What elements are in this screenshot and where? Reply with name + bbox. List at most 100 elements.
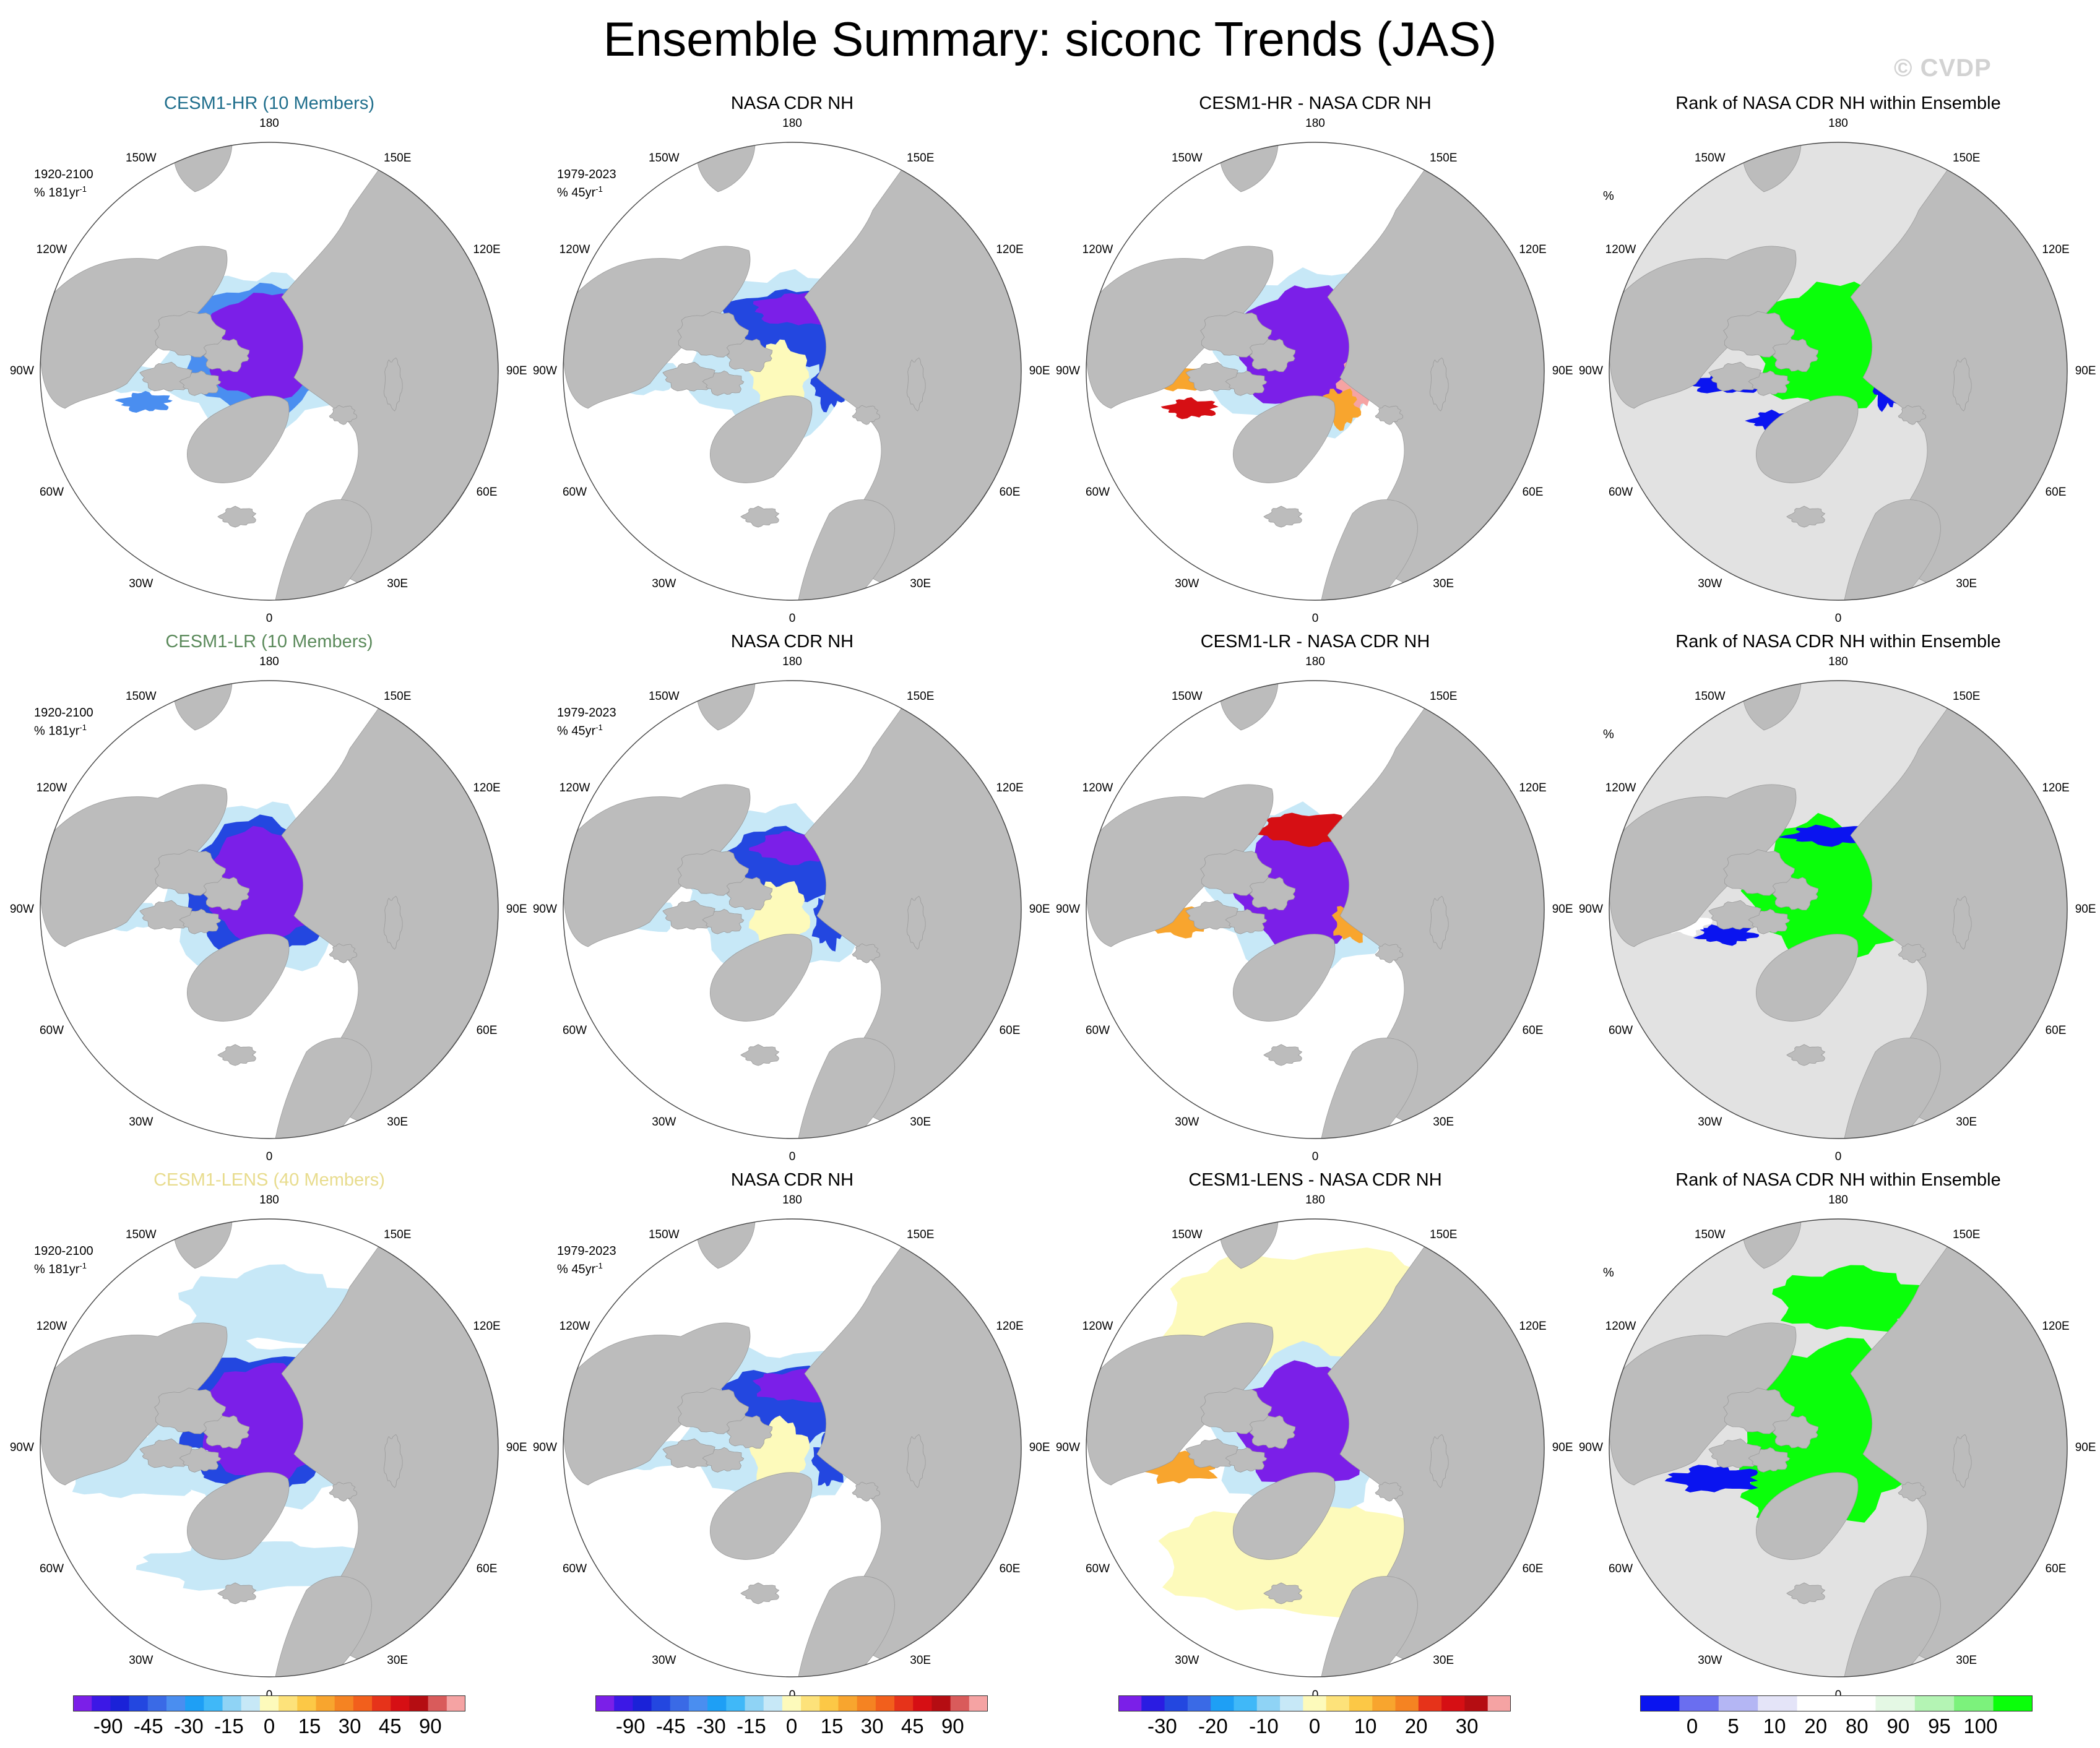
panel-note-line1: 1920-2100 — [34, 706, 93, 720]
land-mass — [1748, 908, 1791, 934]
colorbar-swatch — [391, 1695, 410, 1711]
map-border — [40, 680, 499, 1139]
colorbar-swatch — [334, 1695, 354, 1711]
longitude-label: 0 — [789, 1150, 796, 1163]
longitude-label: 30E — [910, 577, 931, 591]
colorbar-swatch — [1187, 1695, 1211, 1711]
longitude-label: 30W — [1175, 1654, 1199, 1668]
longitude-label: 30W — [652, 1116, 676, 1129]
longitude-label: 60E — [999, 1562, 1021, 1576]
longitude-label: 90E — [2075, 903, 2096, 916]
colorbar-swatch — [1118, 1695, 1142, 1711]
longitude-label: 150E — [907, 151, 935, 165]
longitude-label: 120E — [473, 1319, 501, 1333]
colorbar-swatch — [763, 1695, 783, 1711]
colorbar-label: 0 — [1686, 1715, 1698, 1737]
longitude-label: 150W — [1694, 151, 1726, 165]
longitude-label: 180 — [259, 655, 279, 669]
polar-map — [1609, 1218, 2068, 1677]
longitude-label: 60E — [1522, 1024, 1544, 1038]
land-mass — [1375, 943, 1404, 963]
colorbar-swatch — [1640, 1695, 1680, 1711]
colorbar-label: 80 — [1845, 1715, 1869, 1737]
page-title: Ensemble Summary: siconc Trends (JAS) — [603, 12, 1497, 66]
longitude-label: 30E — [1433, 1116, 1454, 1129]
colorbar-label: 30 — [860, 1715, 884, 1737]
colorbar-label: 0 — [263, 1715, 275, 1737]
panel-note: 1979-2023% 45yr-1 — [557, 1244, 616, 1277]
longitude-label: 90E — [2075, 364, 2096, 377]
panel-note-units: % 181yr — [34, 724, 80, 738]
panel-note: 1920-2100% 181yr-1 — [34, 1244, 93, 1277]
panel-note-line2: % 181yr-1 — [34, 182, 93, 200]
land-mass — [1772, 877, 1819, 911]
land-mass — [1786, 1044, 1826, 1066]
longitude-label: 0 — [1311, 1688, 1319, 1702]
panel-title: Rank of NASA CDR NH within Ensemble — [1675, 1170, 2001, 1190]
panel-note-line1: 1979-2023 — [557, 168, 616, 181]
panel-note-line2: % 181yr-1 — [34, 1259, 93, 1277]
panel-title: Rank of NASA CDR NH within Ensemble — [1675, 632, 2001, 652]
colorbar-label: -20 — [1198, 1715, 1228, 1737]
panel-note-line1: % — [1603, 1266, 1614, 1280]
colorbar-swatch — [1679, 1695, 1719, 1711]
longitude-label: 90W — [1578, 903, 1603, 916]
map-border — [40, 1218, 499, 1677]
colorbar-swatch — [838, 1695, 858, 1711]
colorbar-label: -10 — [1249, 1715, 1279, 1737]
land-mass — [740, 1582, 780, 1604]
polar-map — [1086, 680, 1545, 1139]
longitude-label: 90W — [9, 903, 34, 916]
panel-title: Rank of NASA CDR NH within Ensemble — [1675, 93, 2001, 113]
land-mass — [275, 499, 372, 600]
longitude-label: 120E — [2042, 781, 2070, 794]
land-mass — [275, 1038, 372, 1139]
land-mass — [179, 370, 222, 396]
colorbar-swatch — [950, 1695, 970, 1711]
longitude-label: 60W — [39, 1024, 64, 1038]
land-mass — [179, 908, 222, 934]
longitude-label: 0 — [1311, 1150, 1319, 1163]
land-mass — [1249, 338, 1296, 372]
colorbar-label: 5 — [1727, 1715, 1739, 1737]
colorbar-swatch — [819, 1695, 839, 1711]
colorbar-label: -30 — [173, 1715, 204, 1737]
land-mass — [726, 877, 773, 911]
land-mass — [329, 943, 358, 963]
longitude-label: 0 — [1834, 1150, 1842, 1163]
longitude-label: 120W — [36, 243, 67, 256]
watermark: © CVDP — [1894, 54, 1992, 82]
panel-note-units: % 45yr — [557, 1262, 596, 1277]
colorbar-swatch — [372, 1695, 391, 1711]
panel-note: 1979-2023% 45yr-1 — [557, 167, 616, 200]
panel-note-line1: 1920-2100 — [34, 168, 93, 181]
map-border — [563, 680, 1022, 1139]
colorbar-swatch — [782, 1695, 802, 1711]
map-border — [563, 1218, 1022, 1677]
colorbar-label: 0 — [1308, 1715, 1321, 1737]
polar-map — [1086, 142, 1545, 601]
longitude-label: 60W — [39, 486, 64, 499]
colorbar-label: 20 — [1404, 1715, 1428, 1737]
colorbar-swatch — [259, 1695, 279, 1711]
colorbar-swatch — [166, 1695, 186, 1711]
longitude-label: 120W — [36, 1319, 67, 1333]
land-mass — [1263, 1582, 1303, 1604]
longitude-label: 60E — [1522, 1562, 1544, 1576]
land-mass — [1786, 506, 1826, 528]
polar-map — [1609, 142, 2068, 601]
longitude-label: 0 — [266, 1688, 273, 1702]
longitude-label: 120W — [1082, 781, 1113, 794]
land-mass — [662, 900, 717, 930]
longitude-label: 150W — [1694, 1228, 1726, 1241]
land-mass — [383, 357, 403, 411]
longitude-label: 120E — [2042, 243, 2070, 256]
colorbar-swatch — [1141, 1695, 1165, 1711]
map-border — [1609, 680, 2068, 1139]
land-mass — [1844, 499, 1941, 600]
colorbar-swatch — [894, 1695, 914, 1711]
panel-title: CESM1-LENS (40 Members) — [153, 1170, 385, 1190]
longitude-label: 90W — [9, 364, 34, 377]
colorbar-swatch — [1993, 1695, 2033, 1711]
land-mass — [1772, 1415, 1819, 1449]
